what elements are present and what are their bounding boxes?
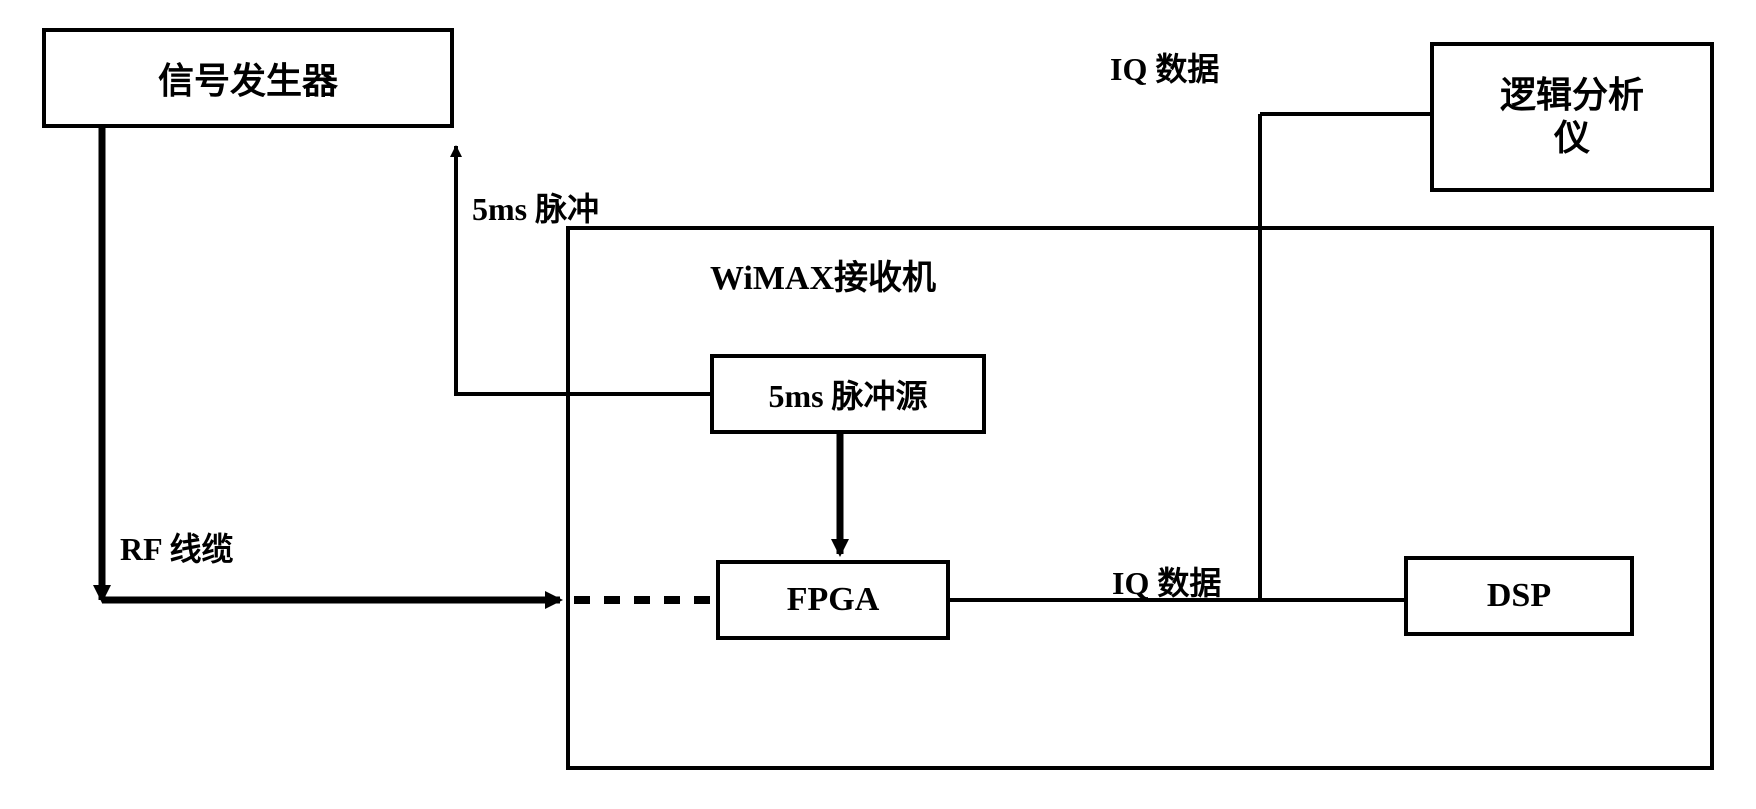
signal-generator-label: 信号发生器 xyxy=(158,52,338,104)
fpga-box: FPGA xyxy=(716,560,950,640)
iq-data-mid-label: IQ 数据 xyxy=(1112,558,1221,604)
logic-analyzer-label: 逻辑分析 仪 xyxy=(1500,74,1644,160)
fpga-label: FPGA xyxy=(787,581,880,619)
signal-generator-box: 信号发生器 xyxy=(42,28,454,128)
wimax-receiver-title: WiMAX接收机 xyxy=(710,250,936,299)
rf-cable-label: RF 线缆 xyxy=(120,524,233,570)
iq-data-top-label: IQ 数据 xyxy=(1110,44,1219,90)
wimax-receiver-container xyxy=(566,226,1714,770)
pulse-source-box: 5ms 脉冲源 xyxy=(710,354,986,434)
logic-analyzer-box: 逻辑分析 仪 xyxy=(1430,42,1714,192)
pulse-5ms-label: 5ms 脉冲 xyxy=(472,184,599,230)
dsp-label: DSP xyxy=(1487,577,1551,615)
pulse-source-label: 5ms 脉冲源 xyxy=(768,371,927,417)
dsp-box: DSP xyxy=(1404,556,1634,636)
